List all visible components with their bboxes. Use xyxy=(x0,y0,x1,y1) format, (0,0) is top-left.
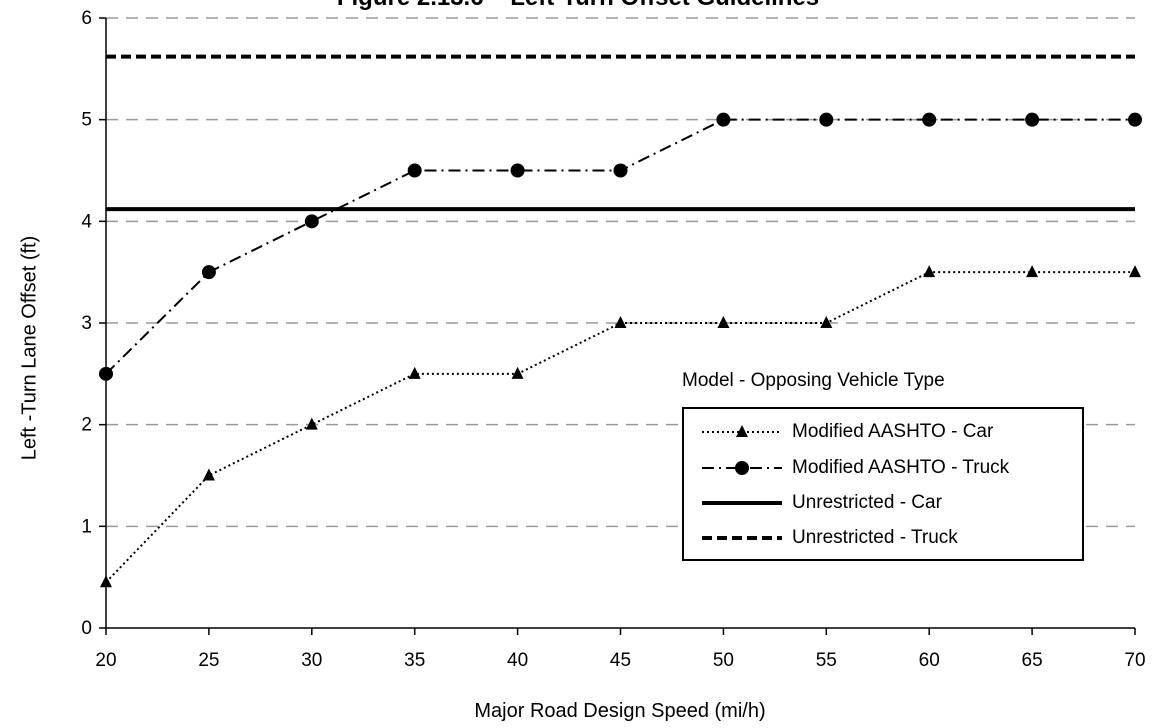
x-tick-label: 50 xyxy=(713,650,734,671)
legend-swatch-truck-unrestricted xyxy=(702,536,782,540)
legend-item-truck-modified: Modified AASHTO - Truck xyxy=(696,453,1009,483)
data-point-truck xyxy=(99,366,113,381)
legend-item-truck-unrestricted: Unrestricted - Truck xyxy=(696,523,958,553)
x-tick-label: 60 xyxy=(919,650,940,671)
y-tick-label: 0 xyxy=(81,618,92,639)
x-axis-title: Major Road Design Speed (mi/h) xyxy=(474,700,766,722)
legend-title: Model - Opposing Vehicle Type xyxy=(682,370,945,391)
data-point-truck xyxy=(407,163,422,178)
data-point-car xyxy=(511,366,524,379)
data-point-car xyxy=(614,316,627,328)
x-tick-label: 65 xyxy=(1022,650,1043,671)
x-tick-label: 30 xyxy=(301,650,322,671)
data-point-car xyxy=(923,265,936,278)
legend-label: Modified AASHTO - Truck xyxy=(792,457,1010,478)
series-line-1 xyxy=(105,118,1135,375)
y-tick-label: 2 xyxy=(81,415,92,436)
data-point-truck xyxy=(201,265,216,280)
data-point-truck xyxy=(1025,112,1040,127)
data-point-truck xyxy=(716,112,731,127)
chart-title: Figure 2.13.6 – Left-Turn Offset Guideli… xyxy=(0,0,1156,12)
legend-swatch-truck-modified xyxy=(702,461,782,475)
data-point-car xyxy=(1129,265,1141,278)
data-point-car xyxy=(717,316,730,328)
y-tick-label: 5 xyxy=(81,110,92,131)
grid-lines xyxy=(106,17,1135,528)
data-point-car xyxy=(100,575,112,588)
x-tick-label: 20 xyxy=(95,650,116,671)
series xyxy=(99,54,1142,588)
x-tick-label: 40 xyxy=(507,650,528,671)
y-tick-label: 6 xyxy=(81,8,92,29)
legend-item-car-unrestricted: Unrestricted - Car xyxy=(696,488,942,518)
y-axis-title: Left -Turn Lane Offset (ft) xyxy=(18,235,41,461)
data-point-truck xyxy=(1128,112,1142,127)
y-tick-label: 4 xyxy=(81,211,92,232)
x-tick-label: 55 xyxy=(816,650,837,671)
legend: Modified AASHTO - Car Modified AASHTO - … xyxy=(682,407,1084,561)
data-point-car xyxy=(1026,265,1039,278)
data-point-truck xyxy=(304,214,319,229)
x-tick-label: 35 xyxy=(404,650,425,671)
data-point-truck xyxy=(922,112,937,127)
legend-label: Unrestricted - Truck xyxy=(792,527,958,548)
y-tick-label: 1 xyxy=(81,516,92,537)
data-point-car xyxy=(408,366,421,379)
data-point-car xyxy=(305,417,318,430)
data-point-car xyxy=(202,468,215,481)
data-point-truck xyxy=(510,163,525,178)
x-tick-label: 70 xyxy=(1124,650,1145,671)
x-tick-label: 25 xyxy=(198,650,219,671)
legend-item-car-modified: Modified AASHTO - Car xyxy=(696,417,993,447)
data-point-truck xyxy=(613,163,628,178)
x-tick-label: 45 xyxy=(610,650,631,671)
data-point-car xyxy=(820,316,833,328)
data-point-truck xyxy=(819,112,834,127)
legend-swatch-car-modified xyxy=(702,425,782,437)
legend-label: Modified AASHTO - Car xyxy=(792,421,994,442)
y-tick-label: 3 xyxy=(81,313,92,334)
legend-swatch-car-unrestricted xyxy=(702,501,782,505)
legend-label: Unrestricted - Car xyxy=(792,492,942,513)
